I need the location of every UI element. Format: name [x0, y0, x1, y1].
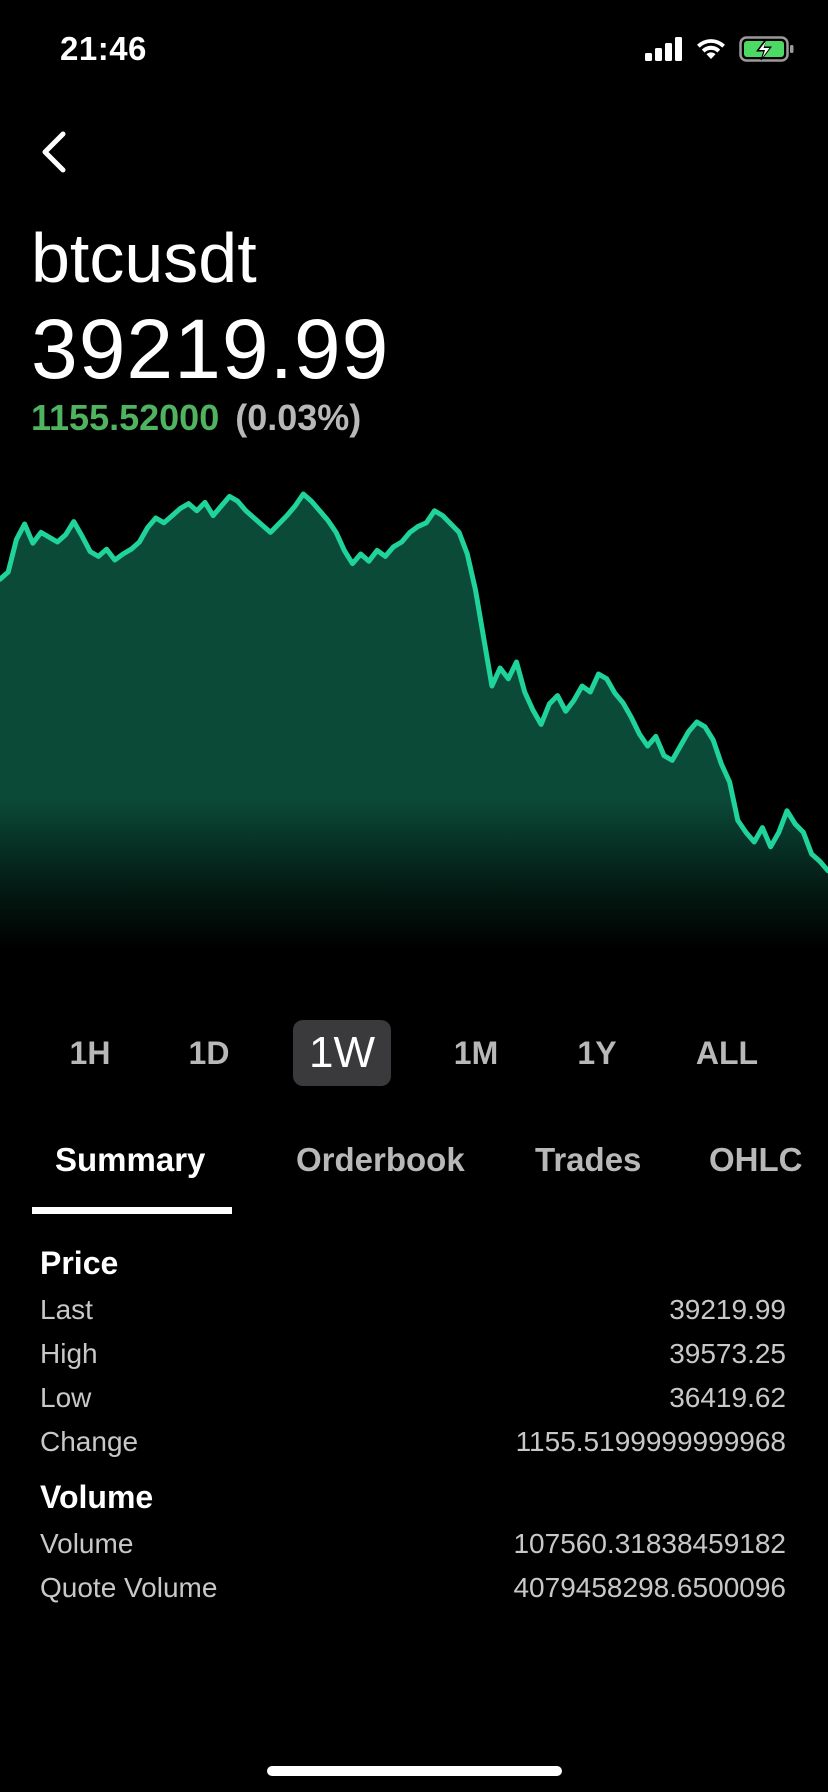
tab-orderbook[interactable]: Orderbook: [296, 1141, 465, 1178]
price-change-value: 1155.52000: [31, 397, 220, 438]
stat-label: Change: [40, 1426, 139, 1457]
stat-label: Low: [40, 1382, 92, 1413]
stat-value: 36419.62: [669, 1382, 786, 1413]
stat-value: 39219.99: [669, 1294, 786, 1325]
range-1h[interactable]: 1H: [69, 1035, 111, 1071]
wifi-icon: [697, 39, 725, 59]
stat-label: Last: [40, 1294, 93, 1325]
back-button[interactable]: [24, 122, 84, 182]
range-1d[interactable]: 1D: [188, 1035, 230, 1071]
stat-row-last: Last 39219.99: [40, 1290, 786, 1330]
price-chart[interactable]: [0, 460, 828, 1000]
chart-area-fill: [0, 494, 828, 1000]
range-all[interactable]: ALL: [695, 1035, 759, 1071]
time-range-selector: 1H 1D 1W 1M 1Y ALL: [0, 1020, 828, 1086]
price-change: 1155.52000 (0.03%): [31, 396, 361, 440]
tab-summary[interactable]: Summary: [55, 1141, 206, 1178]
signal-icon: [645, 37, 682, 61]
stat-value: 1155.5199999999968: [515, 1426, 786, 1457]
volume-section-title: Volume: [40, 1479, 154, 1515]
stat-value: 4079458298.6500096: [513, 1572, 786, 1603]
range-1m[interactable]: 1M: [453, 1035, 499, 1071]
stat-row-quote-volume: Quote Volume 4079458298.6500096: [40, 1568, 786, 1608]
detail-tabs: Summary Orderbook Trades OHLC: [0, 1130, 828, 1214]
price-section-title: Price: [40, 1245, 119, 1281]
status-bar: 21:46: [0, 0, 828, 100]
stat-label: Quote Volume: [40, 1572, 218, 1603]
chevron-left-icon: [42, 131, 66, 173]
stat-value: 107560.31838459182: [513, 1528, 786, 1559]
stat-label: High: [40, 1338, 98, 1369]
stat-row-volume: Volume 107560.31838459182: [40, 1524, 786, 1564]
stat-label: Volume: [40, 1528, 134, 1559]
tab-trades[interactable]: Trades: [535, 1141, 642, 1178]
home-indicator: [267, 1766, 562, 1776]
stat-row-low: Low 36419.62: [40, 1378, 786, 1418]
battery-charging-icon: [739, 36, 794, 62]
stat-row-high: High 39573.25: [40, 1334, 786, 1374]
chart-price-line: [0, 491, 828, 874]
current-price: 39219.99: [31, 302, 390, 396]
ticker-symbol: btcusdt: [31, 219, 257, 297]
stat-row-change: Change 1155.5199999999968: [40, 1422, 786, 1462]
status-time: 21:46: [60, 30, 147, 67]
tab-active-indicator: [32, 1207, 232, 1214]
range-1y[interactable]: 1Y: [577, 1035, 617, 1071]
range-1w[interactable]: 1W: [293, 1020, 391, 1086]
status-icons: [645, 34, 795, 64]
price-change-percent: (0.03%): [235, 397, 362, 438]
stat-value: 39573.25: [669, 1338, 786, 1369]
tab-ohlc[interactable]: OHLC: [709, 1141, 803, 1178]
